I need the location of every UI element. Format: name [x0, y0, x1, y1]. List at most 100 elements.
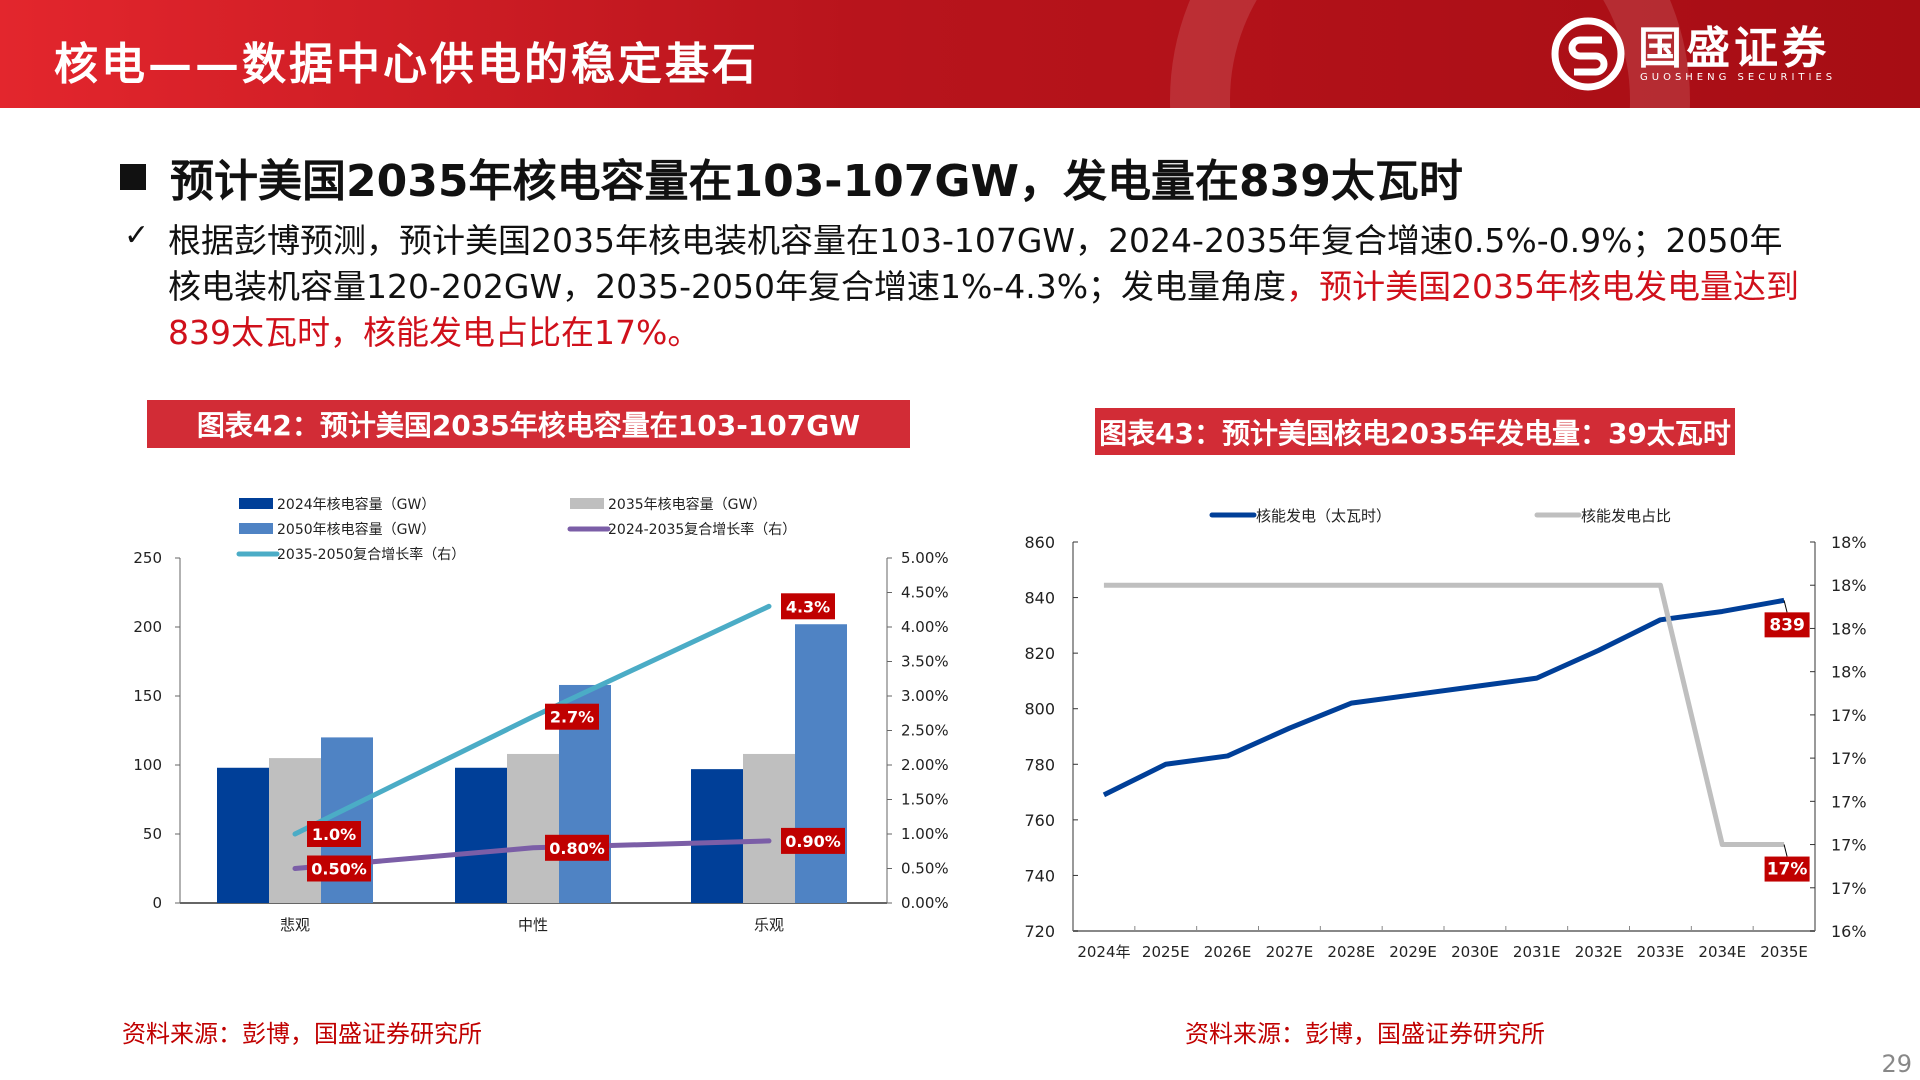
c43-ytick-label: 760 [1024, 811, 1055, 830]
c42-data-label: 0.80% [549, 839, 605, 858]
c43-y2tick-label: 18% [1831, 533, 1867, 552]
c42-category-label: 中性 [518, 916, 548, 934]
c43-end-label-box [1764, 856, 1810, 882]
logo-mark-icon [1551, 17, 1625, 91]
logo-name: 国盛证券 [1638, 22, 1830, 74]
chart42-title: 图表42：预计美国2035年核电容量在103-107GW [147, 400, 910, 448]
c42-category-label: 乐观 [754, 916, 784, 934]
company-logo: 国盛证券 GUOSHENG SECURITIES [1550, 17, 1837, 91]
c42-data-label-box [545, 703, 599, 730]
c42-ytick-label: 0 [152, 894, 162, 912]
c43-y2tick-label: 18% [1831, 576, 1867, 595]
c42-data-label: 0.90% [785, 832, 841, 851]
c42-line [292, 838, 772, 871]
c43-y2tick-label: 17% [1831, 792, 1867, 811]
c42-line [292, 603, 772, 837]
c43-ytick-label: 860 [1024, 533, 1055, 552]
c43-end-label: 17% [1767, 860, 1808, 880]
c43-ytick-label: 740 [1024, 866, 1055, 885]
c42-ytick-label: 100 [133, 756, 162, 774]
c42-ytick-label: 150 [133, 687, 162, 705]
c42-legend-label: 2050年核电容量（GW） [277, 521, 435, 538]
logo-english: GUOSHENG SECURITIES [1640, 71, 1837, 83]
c43-ytick-label: 840 [1024, 589, 1055, 608]
bullet-highlight: ，预计美国2035年核电发电量达到839太瓦时，核能发电占比在17%。 [168, 267, 1800, 352]
c43-end-label: 839 [1769, 615, 1805, 635]
c42-bar [507, 753, 559, 903]
c43-line [1102, 597, 1785, 798]
c43-category-label: 2025E [1142, 943, 1190, 961]
slide-title: 核电——数据中心供电的稳定基石 [54, 39, 759, 90]
c43-y2tick-label: 18% [1831, 663, 1867, 682]
c43-ytick-label: 820 [1024, 644, 1055, 663]
c43-category-label: 2030E [1451, 943, 1499, 961]
c43-leader-line [1783, 600, 1788, 613]
c43-legend-label: 核能发电占比 [1581, 507, 1671, 525]
c43-category-label: 2031E [1513, 943, 1561, 961]
chart42-source: 资料来源：彭博，国盛证券研究所 [122, 1020, 482, 1048]
c43-y2tick-label: 17% [1831, 706, 1867, 725]
heading-text: 预计美国2035年核电容量在103-107GW，发电量在839太瓦时 [170, 156, 1463, 207]
c42-data-label: 1.0% [312, 825, 356, 844]
c42-y2tick-label: 3.50% [901, 653, 949, 671]
c42-y2tick-label: 5.00% [901, 549, 949, 567]
page-number: 29 [1881, 1050, 1912, 1078]
c42-bar [217, 767, 269, 903]
c42-y2tick-label: 0.50% [901, 860, 949, 878]
c42-legend-label: 2024年核电容量（GW） [277, 496, 435, 513]
c42-y2tick-label: 1.50% [901, 791, 949, 809]
c42-category-label: 悲观 [280, 916, 310, 934]
c42-data-label-box [781, 827, 845, 854]
c43-category-label: 2029E [1389, 943, 1437, 961]
c42-bar [455, 767, 507, 903]
c42-legend-swatch [239, 523, 273, 534]
c42-bar [795, 624, 847, 903]
c43-category-label: 2032E [1575, 943, 1623, 961]
header-bar: 核电——数据中心供电的稳定基石 国盛证券 GUOSHENG SECURITIES [0, 0, 1920, 108]
chart43-title: 图表43：预计美国核电2035年发电量：39太瓦时 [1095, 408, 1735, 455]
c42-bar [691, 769, 743, 903]
c42-data-label: 4.3% [786, 597, 830, 616]
c42-data-label-box [307, 821, 361, 847]
c43-category-label: 2027E [1266, 943, 1314, 961]
bullet-text: 根据彭博预测，预计美国2035年核电装机容量在103-107GW，2024-20… [168, 221, 1783, 306]
square-bullet-icon [120, 164, 146, 190]
c42-data-label: 2.7% [550, 708, 594, 727]
c42-y2tick-label: 1.00% [901, 825, 949, 843]
section-heading: 预计美国2035年核电容量在103-107GW，发电量在839太瓦时 [120, 145, 1463, 209]
c43-category-label: 2034E [1698, 943, 1746, 961]
c42-data-label-box [781, 593, 835, 620]
c42-ytick-label: 250 [133, 549, 162, 567]
c42-legend-label: 2024-2035复合增长率（右） [608, 521, 796, 538]
c42-legend-swatch [239, 498, 273, 509]
c43-end-label-box [1764, 612, 1810, 638]
c42-ytick-label: 200 [133, 618, 162, 636]
c43-category-label: 2033E [1637, 943, 1685, 961]
c42-data-label: 0.50% [311, 860, 367, 879]
c43-category-label: 2026E [1204, 943, 1252, 961]
c43-category-label: 2035E [1760, 943, 1808, 961]
checkmark-icon: ✓ [124, 218, 150, 253]
c43-y2tick-label: 16% [1831, 922, 1867, 941]
c42-legend-label: 2035年核电容量（GW） [608, 496, 766, 513]
c43-y2tick-label: 17% [1831, 749, 1867, 768]
c43-y2tick-label: 17% [1831, 879, 1867, 898]
c42-y2tick-label: 2.50% [901, 722, 949, 740]
c42-ytick-label: 50 [143, 825, 162, 843]
c42-data-label-box [545, 834, 609, 861]
c42-y2tick-label: 3.00% [901, 687, 949, 705]
c42-y2tick-label: 4.50% [901, 584, 949, 602]
c43-category-label: 2028E [1327, 943, 1375, 961]
c43-y2tick-label: 17% [1831, 836, 1867, 855]
c43-legend-label: 核能发电（太瓦时） [1256, 507, 1391, 525]
c42-legend-label: 2035-2050复合增长率（右） [277, 546, 465, 563]
bullet-paragraph: ✓ 根据彭博预测，预计美国2035年核电装机容量在103-107GW，2024-… [124, 218, 1804, 356]
c43-ytick-label: 780 [1024, 755, 1055, 774]
c42-legend-swatch [570, 498, 604, 509]
c43-y2tick-label: 18% [1831, 619, 1867, 638]
c43-line [1103, 582, 1785, 848]
c43-ytick-label: 720 [1024, 922, 1055, 941]
c42-y2tick-label: 4.00% [901, 618, 949, 636]
c43-ytick-label: 800 [1024, 700, 1055, 719]
